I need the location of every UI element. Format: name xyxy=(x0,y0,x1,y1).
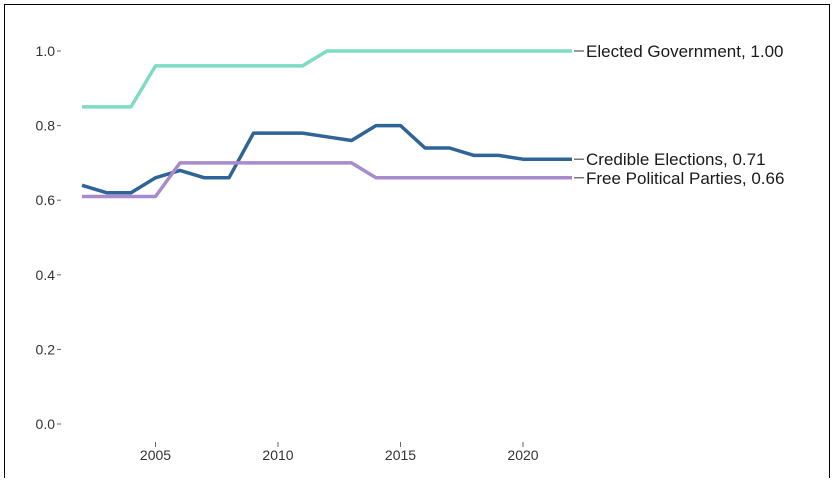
series-line-free-political-parties xyxy=(82,161,572,199)
y-tick-label: 0.2 xyxy=(36,341,56,357)
x-tick-label: 2015 xyxy=(385,447,416,463)
series-line-credible-elections xyxy=(81,123,572,195)
y-tick-label: 1.0 xyxy=(36,43,56,59)
y-tick-label: 0.8 xyxy=(36,118,56,134)
chart-frame: 0.0 0.2 0.4 0.6 0.8 1.0 2005 2010 2015 2020 Electe… xyxy=(4,4,830,478)
y-tick-label: 0.4 xyxy=(36,267,56,283)
y-tick-label: 0.6 xyxy=(36,192,56,208)
line-chart: 0.0 0.2 0.4 0.6 0.8 1.0 2005 2010 2015 2020 Electe… xyxy=(4,4,830,478)
x-tick-label: 2020 xyxy=(507,447,538,463)
y-tick-label: 0.0 xyxy=(36,416,56,432)
x-tick-label: 2010 xyxy=(262,447,293,463)
series-label-credible-elections: Credible Elections, 0.71 xyxy=(586,150,766,169)
series-line-elected-government xyxy=(82,49,572,109)
x-tick-label: 2005 xyxy=(140,447,171,463)
series-label-free-political-parties: Free Political Parties, 0.66 xyxy=(586,169,784,188)
series-label-elected-government: Elected Government, 1.00 xyxy=(586,42,784,61)
chart-border xyxy=(4,4,830,478)
